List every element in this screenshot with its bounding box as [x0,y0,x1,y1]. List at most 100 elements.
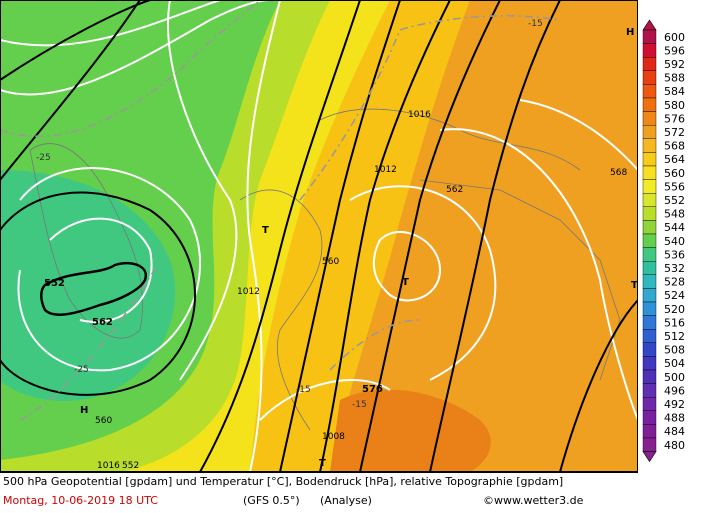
colorbar-swatch [642,165,657,180]
geopotential-lines [0,0,638,472]
map-label: 560 [95,416,112,426]
colorbar-label: 600 [664,31,685,44]
colorbar-label: 480 [664,439,685,452]
footer-date: Montag, 10-06-2019 18 UTC [3,494,158,507]
colorbar-swatch [642,124,657,139]
colorbar: 6005965925885845805765725685645605565525… [642,19,685,463]
colorbar-label: 544 [664,221,685,234]
colorbar-label: 508 [664,344,685,357]
colorbar-label: 572 [664,126,685,139]
map-label: H [80,405,88,416]
colorbar-swatch [642,288,657,303]
map-label: T [319,458,326,469]
colorbar-label: 552 [664,194,685,207]
colorbar-swatch [642,356,657,371]
colorbar-arrow-top [642,19,657,31]
colorbar-label: 500 [664,371,685,384]
zone-darkorange [330,389,491,472]
colorbar-swatch [642,342,657,357]
colorbar-swatch [642,397,657,412]
colorbar-label: 520 [664,303,685,316]
colorbar-swatch [642,261,657,276]
colorbar-label: 492 [664,398,685,411]
colorbar-swatch [642,369,657,384]
footer-credit: ©www.wetter3.de [483,494,584,507]
colorbar-label: 564 [664,153,685,166]
map-label: 552 [122,461,139,471]
colorbar-label: 548 [664,208,685,221]
map-label: 560 [322,257,339,267]
colorbar-swatch [642,220,657,235]
map-label: 568 [610,168,627,178]
colorbar-swatch [642,383,657,398]
map-label: 562 [92,317,113,328]
colorbar-swatch [642,206,657,221]
map-label: 1012 [237,287,260,297]
colorbar-label: 484 [664,425,685,438]
map-area: 552 562 -25 -25 1016 1012 1012 1016 560 … [0,0,638,472]
colorbar-label: 584 [664,85,685,98]
isotherms [0,0,638,472]
colorbar-label: 512 [664,330,685,343]
map-label: T [262,225,269,236]
colorbar-swatch [642,329,657,344]
map-label: 576 [362,384,383,395]
colorbar-label: 556 [664,180,685,193]
colorbar-swatch [642,29,657,44]
map-label: 1016 [97,461,120,471]
colorbar-label: 496 [664,384,685,397]
colorbar-label: 504 [664,357,685,370]
colorbar-label: 580 [664,99,685,112]
thickness-lines [0,0,561,421]
map-label: -25 [36,153,51,163]
colorbar-swatch [642,274,657,289]
map-label: -15 [528,19,543,29]
colorbar-swatch [642,410,657,425]
colorbar-label: 516 [664,316,685,329]
map-label: 552 [44,278,65,289]
colorbar-arrow-bottom [642,451,657,463]
colorbar-label: 532 [664,262,685,275]
colorbar-swatch [642,43,657,58]
map-label: -15 [296,385,311,395]
colorbar-swatch [642,138,657,153]
colorbar-swatch [642,437,657,452]
colorbar-swatch [642,315,657,330]
colorbar-label: 592 [664,58,685,71]
map-label: 1016 [408,110,431,120]
colorbar-swatch [642,70,657,85]
colorbar-label: 596 [664,44,685,57]
colorbar-label: 488 [664,412,685,425]
colorbar-swatch [642,179,657,194]
map-label: 1012 [374,165,397,175]
colorbar-swatch [642,233,657,248]
footer-title: 500 hPa Geopotential [gpdam] und Tempera… [3,475,563,488]
map-label: T [631,280,638,291]
colorbar-swatch [642,247,657,262]
map-label: T [402,277,409,288]
colorbar-label: 588 [664,72,685,85]
colorbar-label: 540 [664,235,685,248]
colorbar-label: 528 [664,276,685,289]
map-label: -25 [74,365,89,375]
map-frame [0,0,638,472]
map-label: 1008 [322,432,345,442]
colorbar-swatch [642,424,657,439]
colorbar-label: 568 [664,140,685,153]
map-label: -15 [352,400,367,410]
footer-run: (Analyse) [320,494,372,507]
colorbar-swatch [642,84,657,99]
colorbar-swatch [642,97,657,112]
map-label: 562 [446,185,463,195]
map-label: H [626,27,634,38]
colorbar-label: 524 [664,289,685,302]
colorbar-swatch [642,301,657,316]
colorbar-swatch [642,57,657,72]
colorbar-swatch [642,192,657,207]
footer-model: (GFS 0.5°) [243,494,300,507]
colorbar-swatch [642,111,657,126]
colorbar-swatch [642,152,657,167]
colorbar-label: 536 [664,248,685,261]
